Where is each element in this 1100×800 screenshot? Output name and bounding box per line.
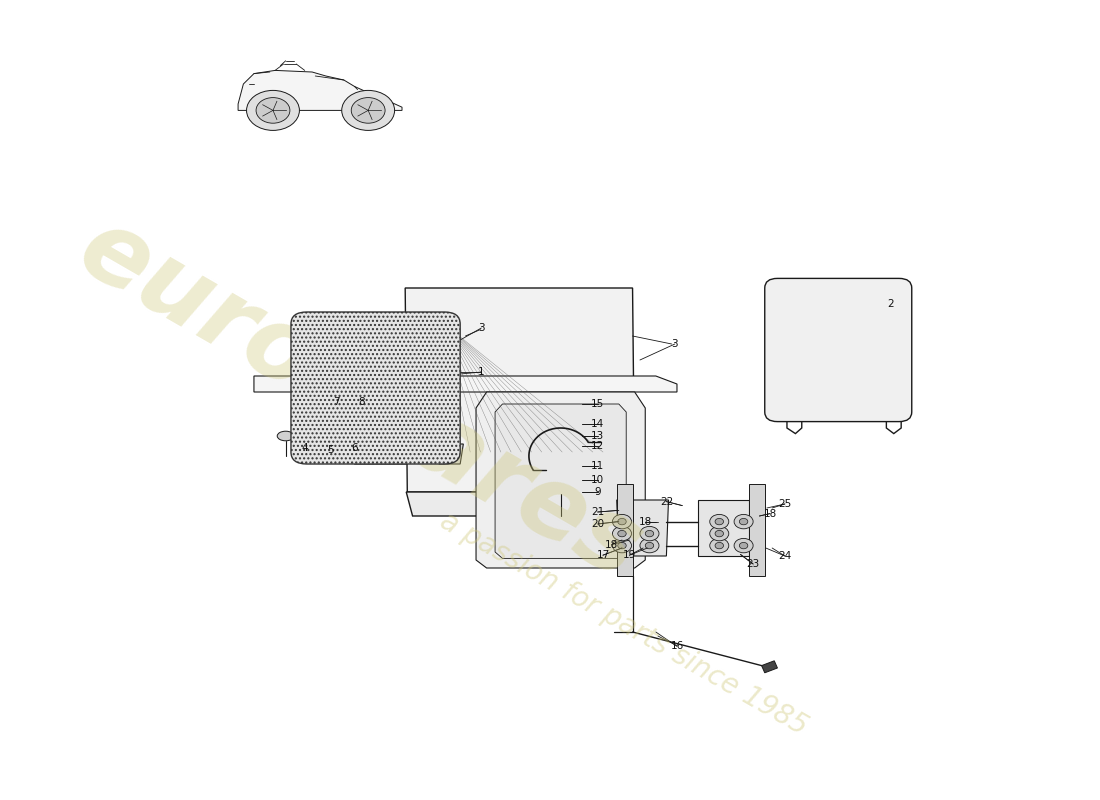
- Polygon shape: [476, 392, 646, 568]
- Text: 14: 14: [591, 419, 604, 429]
- Text: 20: 20: [591, 519, 604, 529]
- Polygon shape: [349, 448, 412, 464]
- Polygon shape: [552, 488, 569, 494]
- Text: 6: 6: [351, 443, 358, 453]
- Ellipse shape: [277, 431, 294, 441]
- Text: 12: 12: [591, 441, 604, 450]
- Text: 9: 9: [594, 487, 601, 497]
- Circle shape: [734, 514, 754, 529]
- Text: 2: 2: [888, 299, 894, 309]
- Polygon shape: [516, 382, 605, 402]
- Circle shape: [441, 442, 458, 454]
- Circle shape: [351, 98, 385, 123]
- Circle shape: [710, 514, 729, 529]
- Circle shape: [646, 542, 653, 549]
- Circle shape: [375, 392, 386, 400]
- Text: 4: 4: [301, 443, 308, 453]
- FancyBboxPatch shape: [292, 312, 460, 464]
- FancyBboxPatch shape: [764, 278, 912, 422]
- Circle shape: [618, 530, 626, 537]
- Text: 1: 1: [478, 367, 485, 377]
- Text: 18: 18: [639, 517, 652, 526]
- Polygon shape: [238, 70, 402, 110]
- Text: 15: 15: [591, 399, 604, 409]
- Circle shape: [246, 90, 299, 130]
- Circle shape: [552, 436, 569, 449]
- Circle shape: [710, 538, 729, 553]
- Text: eurospares: eurospares: [62, 200, 658, 600]
- Polygon shape: [405, 288, 635, 492]
- Text: 3: 3: [671, 339, 679, 349]
- Circle shape: [640, 526, 659, 541]
- Polygon shape: [436, 444, 463, 464]
- Polygon shape: [761, 661, 778, 673]
- Circle shape: [715, 542, 724, 549]
- Text: 19: 19: [623, 550, 636, 560]
- Circle shape: [344, 388, 365, 404]
- Text: 18: 18: [763, 509, 777, 518]
- Text: 23: 23: [747, 559, 760, 569]
- Circle shape: [371, 388, 392, 404]
- Text: 3: 3: [478, 323, 485, 333]
- Polygon shape: [406, 492, 635, 516]
- Polygon shape: [617, 500, 669, 556]
- Text: 11: 11: [591, 461, 604, 470]
- FancyBboxPatch shape: [326, 324, 426, 452]
- Ellipse shape: [298, 431, 316, 441]
- Circle shape: [613, 538, 631, 553]
- Text: 13: 13: [591, 431, 604, 441]
- Text: 21: 21: [591, 507, 604, 517]
- Circle shape: [715, 518, 724, 525]
- Circle shape: [349, 392, 360, 400]
- Text: 17: 17: [596, 550, 609, 560]
- Text: 10: 10: [591, 475, 604, 485]
- Circle shape: [710, 526, 729, 541]
- Circle shape: [618, 542, 626, 549]
- Text: 16: 16: [670, 642, 683, 651]
- Text: 7: 7: [333, 397, 340, 406]
- Circle shape: [640, 538, 659, 553]
- Circle shape: [734, 538, 754, 553]
- Text: a passion for parts since 1985: a passion for parts since 1985: [436, 507, 813, 741]
- Polygon shape: [254, 376, 676, 392]
- Circle shape: [739, 542, 748, 549]
- Ellipse shape: [321, 431, 339, 441]
- Polygon shape: [698, 500, 749, 556]
- Polygon shape: [506, 402, 616, 430]
- Circle shape: [256, 98, 290, 123]
- Circle shape: [646, 530, 653, 537]
- Polygon shape: [749, 484, 764, 576]
- Text: 8: 8: [359, 398, 365, 407]
- Text: 24: 24: [778, 551, 792, 561]
- Text: 22: 22: [660, 497, 673, 506]
- Text: 5: 5: [327, 445, 333, 454]
- Circle shape: [553, 494, 568, 506]
- Circle shape: [715, 530, 724, 537]
- Circle shape: [342, 90, 395, 130]
- Circle shape: [739, 518, 748, 525]
- Text: 25: 25: [778, 499, 792, 509]
- Polygon shape: [495, 404, 626, 558]
- Polygon shape: [550, 430, 571, 437]
- Circle shape: [557, 439, 565, 446]
- Text: 18: 18: [605, 540, 618, 550]
- Polygon shape: [617, 484, 632, 576]
- Circle shape: [613, 526, 631, 541]
- Circle shape: [618, 518, 626, 525]
- Circle shape: [613, 514, 631, 529]
